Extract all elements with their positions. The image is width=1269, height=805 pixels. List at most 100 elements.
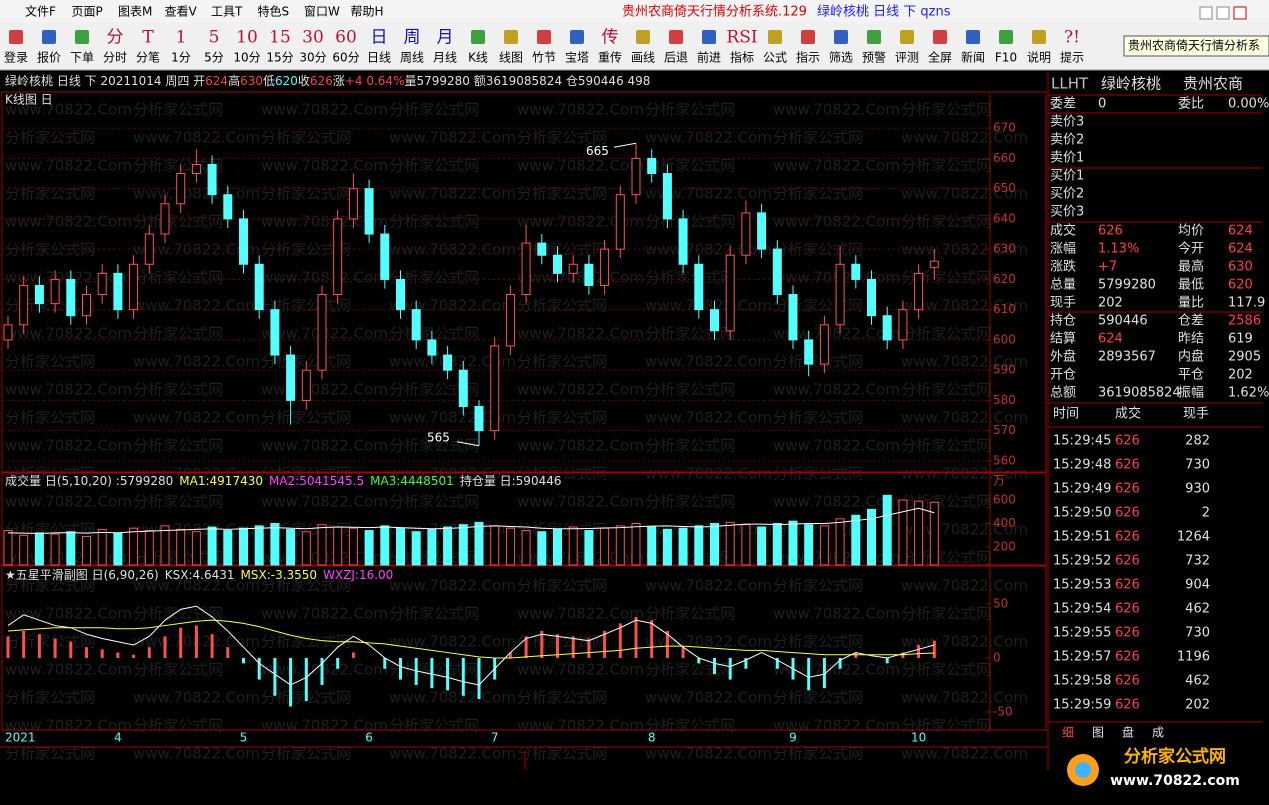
toolbar-label[interactable]: 画线 bbox=[631, 51, 655, 65]
watermark: www.70822.Com bbox=[389, 185, 516, 203]
watermark: 分析家公式网 bbox=[645, 717, 735, 735]
trade-time: 15:29:53 bbox=[1053, 578, 1111, 593]
toolbar-label[interactable]: 说明 bbox=[1027, 50, 1051, 65]
watermark: 分析家公式网 bbox=[261, 129, 351, 147]
toolbar-label[interactable]: 前进 bbox=[697, 50, 721, 65]
quote-cell: 持仓 bbox=[1050, 314, 1076, 329]
menu-item[interactable]: 特色S bbox=[258, 4, 290, 19]
menu-item[interactable]: 帮助H bbox=[351, 5, 384, 19]
info-segment: +4 0.64% bbox=[345, 74, 405, 88]
volume-bar bbox=[553, 528, 562, 566]
panel-tab[interactable]: 盘 bbox=[1122, 725, 1134, 740]
menu-item[interactable]: 文件F bbox=[25, 4, 56, 19]
watermark: 分析家公式网 bbox=[645, 437, 735, 455]
watermark: www.70822.Com bbox=[901, 577, 1028, 595]
watermark: 分析家公式网 bbox=[389, 213, 479, 231]
toolbar-label[interactable]: 登录 bbox=[4, 50, 28, 65]
close-button[interactable] bbox=[1233, 6, 1247, 20]
candle-body bbox=[207, 163, 217, 196]
toolbar-label[interactable]: 竹节 bbox=[532, 51, 556, 65]
watermark: 分析家公式网 bbox=[389, 437, 479, 455]
toolbar-label[interactable]: 评测 bbox=[895, 51, 919, 65]
watermark: 分析家公式网 bbox=[261, 521, 351, 539]
watermark: www.70822.Com bbox=[261, 157, 388, 175]
maximize-button[interactable] bbox=[1216, 6, 1230, 20]
watermark: www.70822.Com bbox=[5, 381, 132, 399]
watermark: www.70822.Com bbox=[389, 745, 516, 763]
toolbar-label[interactable]: 下单 bbox=[70, 51, 94, 65]
toolbar-label[interactable]: 日线 bbox=[367, 51, 391, 65]
trade-time: 15:29:52 bbox=[1053, 554, 1111, 569]
toolbar-label[interactable]: 筛选 bbox=[829, 50, 853, 65]
watermark: 分析家公式网 bbox=[517, 689, 607, 707]
toolbar-label[interactable]: 1分 bbox=[171, 51, 191, 65]
volume-bar bbox=[207, 526, 217, 566]
y-tick-label: 400 bbox=[993, 516, 1016, 530]
trade-time: 15:29:48 bbox=[1053, 458, 1111, 473]
menu-item[interactable]: 页面P bbox=[72, 5, 103, 19]
quote-cell: 202 bbox=[1098, 296, 1123, 311]
trough-pointer bbox=[456, 441, 480, 447]
menu-item[interactable]: 工具T bbox=[211, 5, 243, 19]
menu-item[interactable]: 查看V bbox=[165, 5, 198, 19]
watermark: 分析家公式网 bbox=[901, 213, 991, 231]
toolbar-label[interactable]: 指标 bbox=[730, 50, 754, 65]
toolbar-label[interactable]: 60分 bbox=[332, 51, 359, 65]
quote-cell: 涨跌 bbox=[1050, 259, 1076, 275]
toolbar-label[interactable]: 指示 bbox=[796, 50, 820, 65]
toolbar-label[interactable]: 15分 bbox=[266, 51, 293, 65]
watermark: www.70822.Com bbox=[517, 381, 644, 399]
toolbar-label[interactable]: 新闻 bbox=[961, 50, 985, 65]
toolbar-label[interactable]: 全屏 bbox=[928, 50, 952, 65]
watermark: 分析家公式网 bbox=[773, 353, 863, 371]
toolbar-label[interactable]: 分笔 bbox=[136, 50, 160, 65]
y-tick-label: 660 bbox=[993, 151, 1016, 165]
toolbar-label[interactable]: 5分 bbox=[204, 51, 224, 65]
toolbar-icon bbox=[867, 30, 881, 44]
toolbar-label[interactable]: 预警 bbox=[862, 50, 886, 65]
y-tick-label: 630 bbox=[993, 242, 1016, 256]
toolbar-label[interactable]: 重传 bbox=[598, 50, 622, 65]
trade-time: 15:29:55 bbox=[1053, 626, 1111, 641]
quote-cell: 2905 bbox=[1228, 350, 1261, 365]
quote-cell: 620 bbox=[1228, 278, 1253, 293]
toolbar-label[interactable]: 报价 bbox=[37, 50, 61, 65]
quote-cell: 外盘 bbox=[1050, 349, 1076, 365]
trade-time: 15:29:51 bbox=[1053, 530, 1111, 545]
toolbar-label[interactable]: 提示 bbox=[1060, 50, 1084, 65]
panel-tab[interactable]: 成 bbox=[1152, 726, 1164, 740]
watermark: 分析家公式网 bbox=[5, 577, 95, 595]
volume-bar bbox=[521, 530, 531, 566]
logo-name: 分析家公式网 bbox=[1124, 746, 1226, 767]
trade-time: 15:29:59 bbox=[1053, 698, 1111, 713]
candle-body bbox=[270, 309, 280, 356]
candle-body bbox=[647, 157, 657, 175]
toolbar-label[interactable]: 30分 bbox=[299, 51, 326, 65]
toolbar-label[interactable]: 分时 bbox=[103, 51, 127, 65]
volume-bar bbox=[333, 526, 343, 566]
panel-tab[interactable]: 细 bbox=[1062, 726, 1074, 740]
watermark: www.70822.Com bbox=[133, 185, 260, 203]
toolbar-icon: 月 bbox=[437, 28, 454, 48]
toolbar-label[interactable]: 宝塔 bbox=[565, 51, 589, 65]
toolbar-label[interactable]: 线图 bbox=[499, 51, 523, 65]
toolbar-label[interactable]: F10 bbox=[995, 51, 1017, 65]
toolbar-label[interactable]: K线 bbox=[468, 51, 488, 65]
title-segment: WXZJ:16.00 bbox=[323, 568, 393, 582]
volume-bar bbox=[867, 508, 876, 566]
toolbar-label[interactable]: 月线 bbox=[433, 51, 457, 65]
candle-body bbox=[396, 278, 405, 311]
panel-tab[interactable]: 图 bbox=[1092, 726, 1104, 740]
minimize-button[interactable] bbox=[1199, 6, 1213, 20]
candle-body bbox=[176, 173, 186, 205]
toolbar-label[interactable]: 后退 bbox=[664, 51, 688, 65]
candle-body bbox=[505, 294, 515, 347]
toolbar-label[interactable]: 周线 bbox=[400, 51, 424, 65]
menu-item[interactable]: 窗口W bbox=[304, 5, 340, 19]
window-controls bbox=[1199, 6, 1247, 20]
toolbar-icon: 传 bbox=[602, 28, 619, 48]
menu-item[interactable]: 图表M bbox=[118, 5, 152, 19]
toolbar-label[interactable]: 10分 bbox=[233, 51, 260, 65]
toolbar-label[interactable]: 公式 bbox=[763, 51, 787, 65]
trade-volume: 730 bbox=[1185, 458, 1210, 473]
